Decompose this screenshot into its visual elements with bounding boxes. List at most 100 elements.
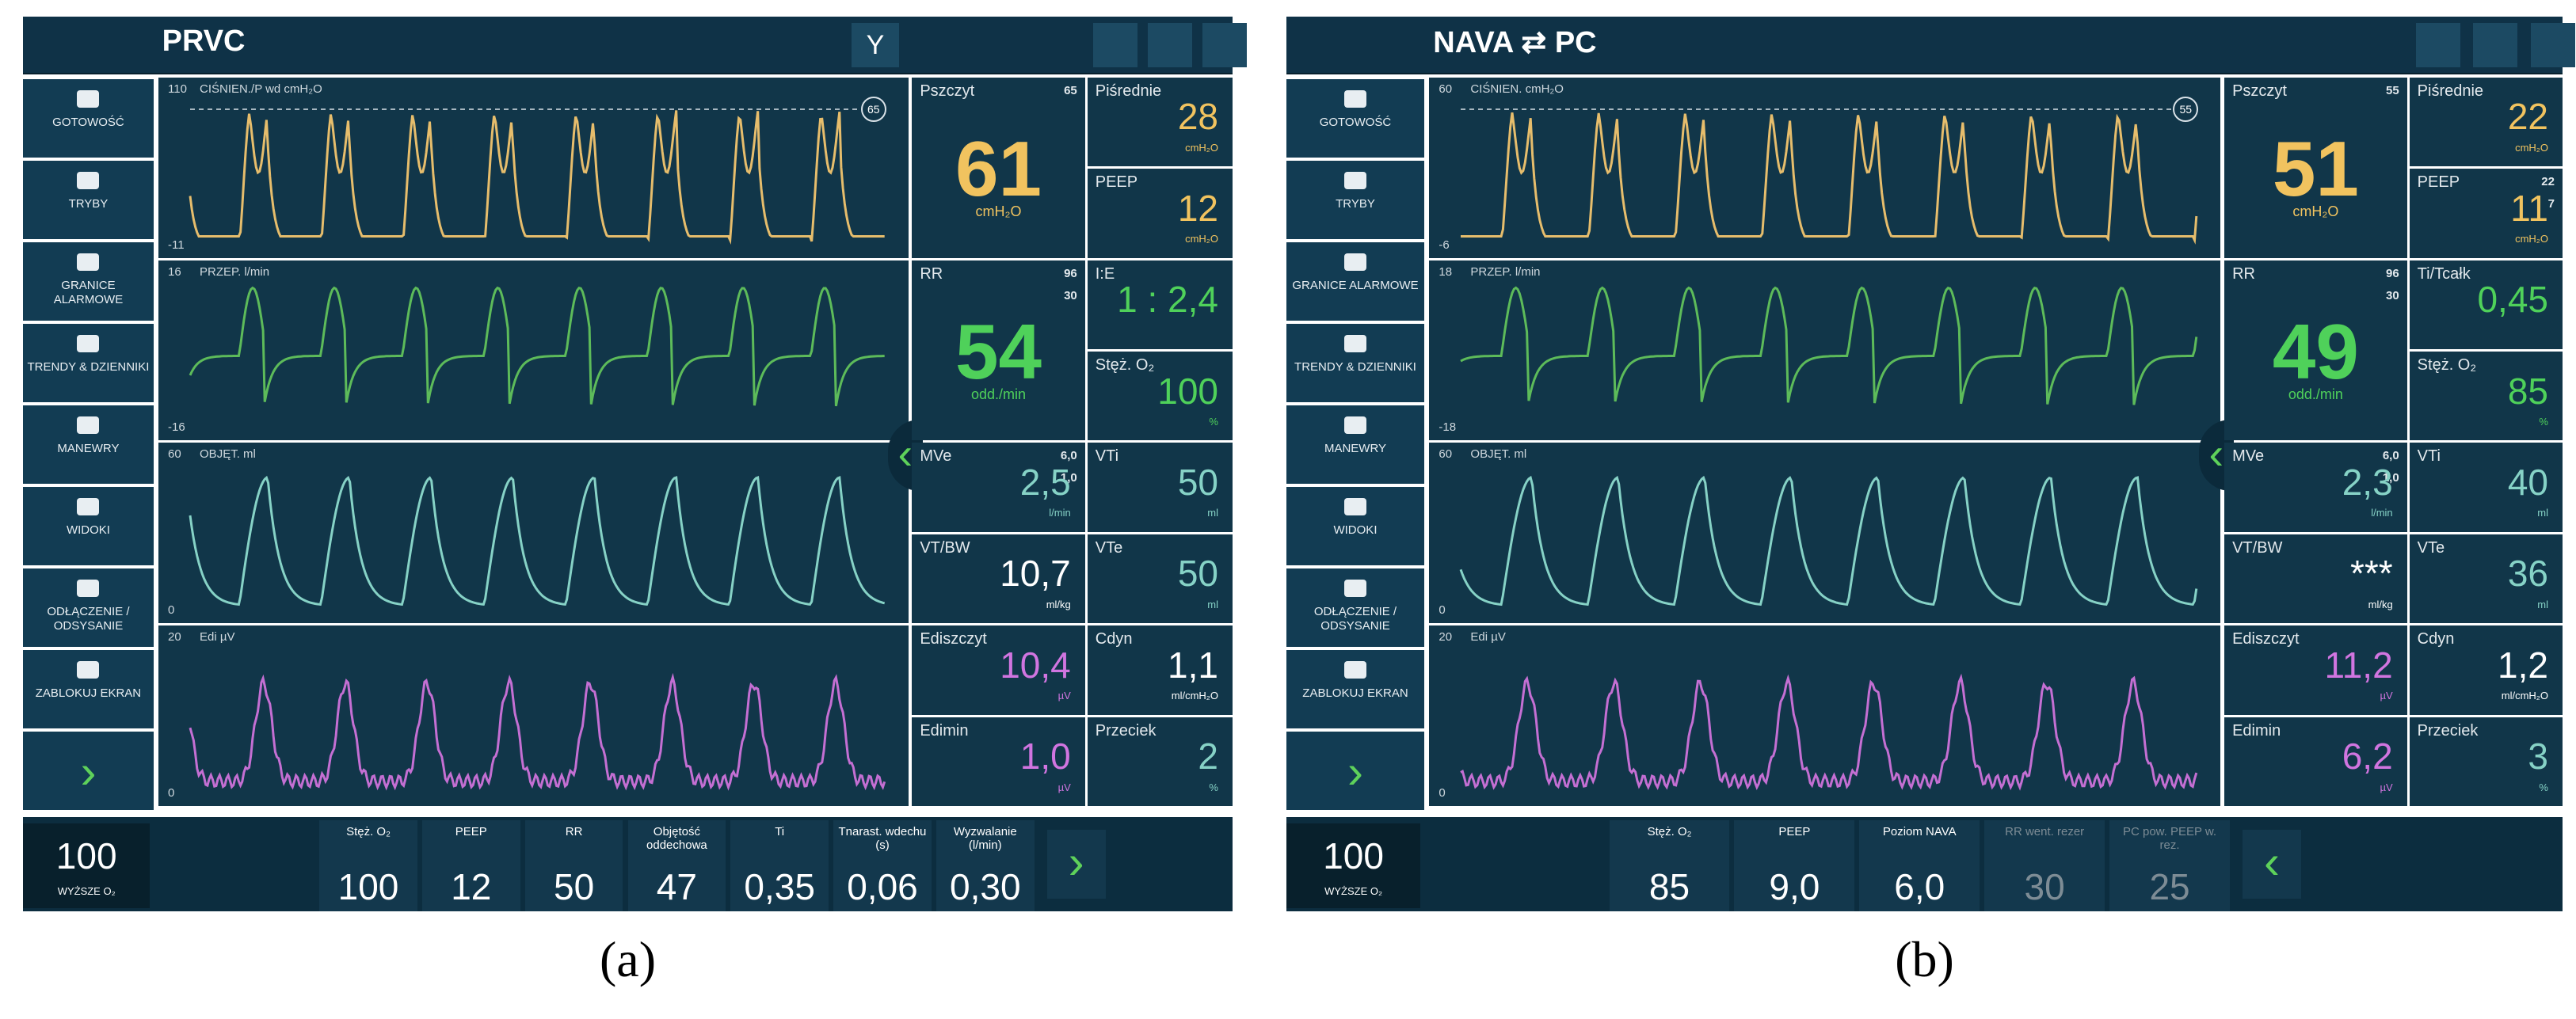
waveform-bottom: 0	[1439, 603, 1446, 618]
readout-value: 49	[2272, 307, 2359, 395]
waveform-trace	[1460, 673, 2198, 791]
waveform	[1460, 286, 2198, 405]
menu-button[interactable]: TRENDY & DZIENNIKI	[1286, 323, 1424, 402]
menu-label: GRANICE ALARMOWE	[53, 279, 124, 306]
waveform-label: OBJĘT. ml	[1470, 447, 1527, 462]
readout-label: Ediszczyt	[920, 630, 987, 648]
readout: Przeciek 2%	[1087, 717, 1233, 807]
menu-button[interactable]: GRANICE ALARMOWE	[1286, 242, 1424, 321]
waveform-top: 60	[1439, 82, 1453, 96]
waveform-panel: OBJĘT. ml 60 0	[1429, 443, 2221, 624]
readout-value: 6,2	[2342, 736, 2393, 778]
waveform-label: Edi µV	[200, 630, 235, 644]
waveform-bottom: 0	[168, 603, 175, 618]
readout-unit: ml/cmH₂O	[2501, 690, 2548, 702]
readout-value: 1 : 2,4	[1117, 279, 1218, 321]
readout-unit: ml	[1207, 507, 1218, 519]
readout-label: VT/BW	[2232, 538, 2283, 557]
menu-button[interactable]: ODŁĄCZENIE / ODSYSANIE	[23, 568, 154, 647]
menu-icon	[77, 90, 100, 108]
setting-value: 47	[656, 865, 697, 907]
menu-label: GRANICE ALARMOWE	[1292, 279, 1419, 292]
waveform-label: Edi µV	[1470, 630, 1506, 644]
menu-button[interactable]: MANEWRY	[1286, 405, 1424, 484]
menu-button[interactable]: WIDOKI	[1286, 486, 1424, 565]
readout: PEEP 12 cmH₂O	[1087, 169, 1233, 258]
menu-button[interactable]: GRANICE ALARMOWE	[23, 242, 154, 321]
menu-more[interactable]: ›	[23, 731, 154, 810]
readout-label: VTe	[1095, 538, 1123, 557]
menu-button[interactable]: TRYBY	[23, 161, 154, 239]
menu-button[interactable]: ZABLOKUJ EKRAN	[23, 649, 154, 728]
menu-button[interactable]: TRYBY	[1286, 161, 1424, 239]
settings-more[interactable]: ›	[1046, 830, 1106, 899]
setting-button[interactable]: Poziom NAVA 6,0	[1859, 820, 1980, 911]
setting-button[interactable]: PEEP 9,0	[1734, 820, 1855, 911]
readout: Stęż. O₂ 85%	[2409, 352, 2563, 441]
readout-unit: cmH₂O	[975, 203, 1022, 220]
waveform-bottom: -16	[168, 420, 185, 435]
menu-more[interactable]: ›	[1286, 731, 1424, 810]
menu-button[interactable]: WIDOKI	[23, 486, 154, 565]
readout: Ediszczyt 11,2 µV	[2224, 625, 2407, 715]
menu-button[interactable]: ZABLOKUJ EKRAN	[1286, 649, 1424, 728]
readout-unit: ml	[1207, 598, 1218, 610]
top-icon[interactable]	[2530, 23, 2575, 67]
readout-value: 11	[2510, 187, 2548, 229]
waveform-label: OBJĘT. ml	[200, 447, 256, 462]
readout: VT/BW *** ml/kg	[2224, 534, 2407, 624]
mode-label[interactable]: NAVA ⇄ PC	[1433, 26, 1597, 59]
readout-unit: µV	[1057, 690, 1071, 702]
top-icon[interactable]	[2415, 23, 2460, 67]
top-bar: NAVA ⇄ PC	[1286, 17, 2575, 75]
waveform-label: PRZEP. l/min	[200, 264, 270, 279]
menu-button[interactable]: GOTOWOŚĆ	[1286, 79, 1424, 158]
top-icon[interactable]	[1148, 23, 1193, 67]
menu-button[interactable]: MANEWRY	[23, 405, 154, 484]
top-icon[interactable]	[2473, 23, 2518, 67]
setting-button[interactable]: Stęż. O₂ 100	[319, 820, 417, 911]
setting-label: PC pow. PEEP w. rez.	[2122, 825, 2217, 853]
setting-button[interactable]: RR went. rezer 30	[1984, 820, 2105, 911]
settings-more[interactable]: ‹	[2242, 830, 2301, 899]
setting-button[interactable]: PC pow. PEEP w. rez. 25	[2109, 820, 2230, 911]
readout: I:E 1 : 2,4	[1087, 260, 1233, 350]
setting-value: 6,0	[1894, 865, 1945, 907]
readout-value: 1,2	[2498, 644, 2548, 686]
readout: Stęż. O₂ 100%	[1087, 352, 1233, 441]
setting-button[interactable]: PEEP 12	[421, 820, 520, 911]
readout-unit: odd./min	[2288, 386, 2343, 403]
waveform-bottom: -6	[1439, 238, 1450, 252]
waveform-top: 110	[168, 82, 187, 96]
o2-boost-button[interactable]: 100 WYŻSZE O₂	[1286, 823, 1421, 908]
readout: Pszczyt 65 61 cmH₂O	[912, 77, 1085, 258]
setting-button[interactable]: Objętość oddechowa 47	[627, 820, 726, 911]
menu-icon	[77, 334, 100, 352]
setting-button[interactable]: Stęż. O₂ 85	[1609, 820, 1730, 911]
menu-button[interactable]: GOTOWOŚĆ	[23, 79, 154, 158]
menu-label: TRYBY	[1336, 197, 1375, 211]
setting-button[interactable]: Wyzwalanie (l/min) 0,30	[936, 820, 1035, 911]
menu-button[interactable]: ODŁĄCZENIE / ODSYSANIE	[1286, 568, 1424, 647]
waveform-panel: OBJĘT. ml 60 0	[158, 443, 909, 624]
menu-button[interactable]: TRENDY & DZIENNIKI	[23, 323, 154, 402]
menu-label: WIDOKI	[66, 523, 110, 537]
menu-label: ZABLOKUJ EKRAN	[35, 686, 142, 700]
menu-icon	[1343, 660, 1366, 679]
mode-label[interactable]: PRVC	[162, 25, 246, 58]
setting-button[interactable]: Tnarast. wdechu (s) 0,06	[833, 820, 932, 911]
waveform	[189, 476, 886, 606]
readout: PEEP 22 7 11 cmH₂O	[2409, 169, 2563, 258]
o2-boost-button[interactable]: 100 WYŻSZE O₂	[23, 823, 151, 908]
readout-limit: 96	[2385, 266, 2399, 280]
setting-button[interactable]: Ti 0,35	[730, 820, 829, 911]
readout-label: Piśrednie	[1095, 82, 1162, 100]
readout: VTe 36 ml	[2409, 534, 2563, 624]
top-icon[interactable]	[1202, 23, 1247, 67]
top-icon[interactable]	[1093, 23, 1138, 67]
waveform-trace	[189, 673, 886, 792]
readout: MVe 6,0 1,0 2,3 l/min	[2224, 443, 2407, 532]
setting-button[interactable]: RR 50	[524, 820, 623, 911]
top-button[interactable]: Y	[851, 23, 899, 67]
readout-value: 85	[2507, 370, 2548, 412]
